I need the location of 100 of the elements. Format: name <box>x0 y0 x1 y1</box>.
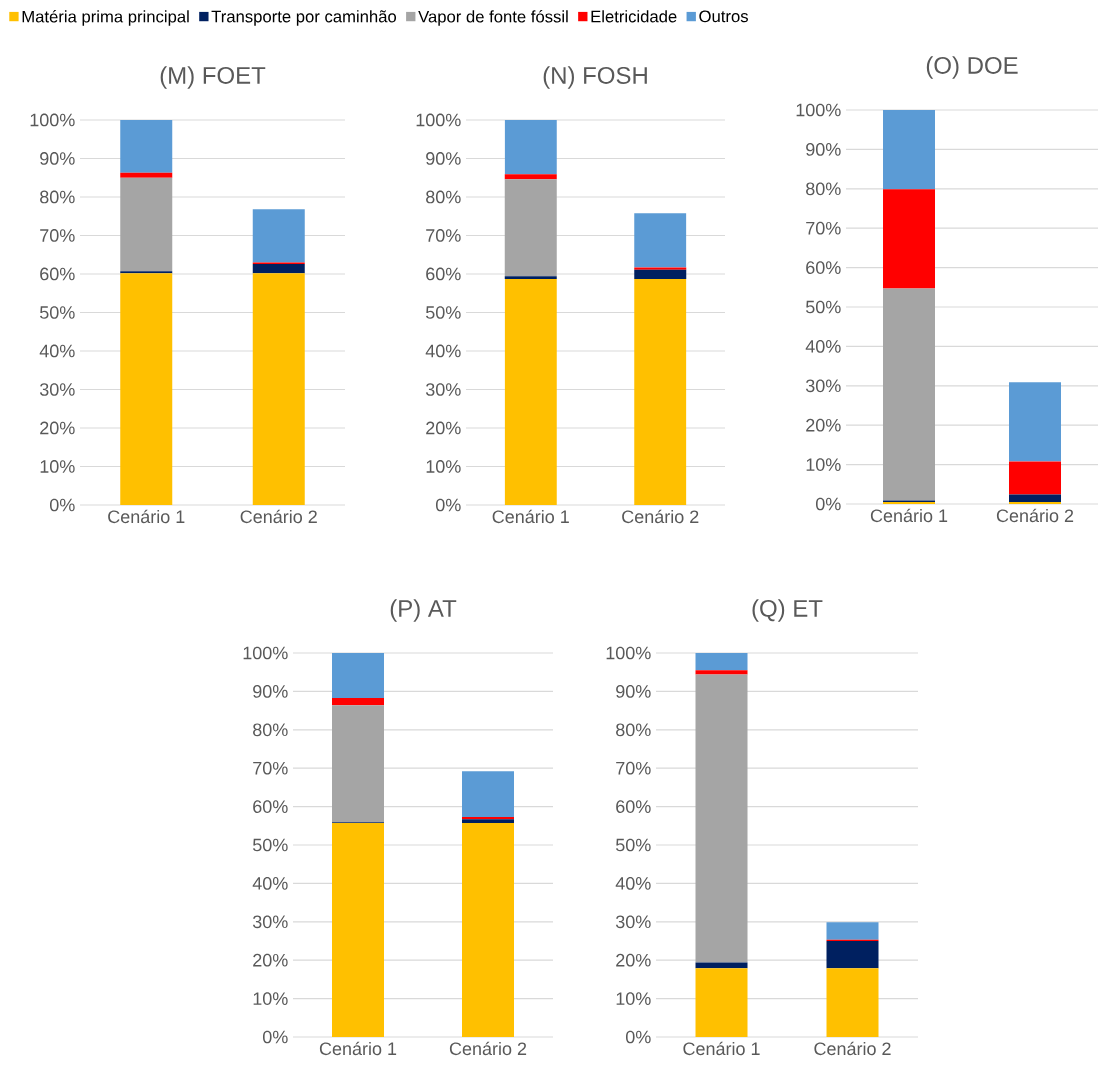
y-tick-label: 50% <box>805 300 841 314</box>
bar <box>883 110 936 190</box>
legend-label: Transporte por caminhão <box>211 10 397 26</box>
y-tick-label: 20% <box>40 421 75 435</box>
bar <box>883 189 936 289</box>
y-tick-label: 70% <box>40 229 75 242</box>
y-tick-label: 0% <box>435 498 461 512</box>
y-tick-label: 100% <box>606 646 651 660</box>
y-tick-label: 10% <box>253 992 288 1005</box>
y-tick-label: 100% <box>243 646 288 660</box>
bar <box>120 172 173 178</box>
bar <box>883 288 936 501</box>
legend-label: Outros <box>699 10 748 23</box>
bar <box>332 705 384 823</box>
bar <box>1009 461 1062 495</box>
x-tick-label: Cenário 1 <box>683 1041 760 1056</box>
y-tick-label: 90% <box>426 152 461 165</box>
bar <box>695 653 748 671</box>
bar <box>504 119 557 175</box>
x-tick-label: Cenário 1 <box>319 1041 397 1056</box>
y-tick-label: 40% <box>805 340 841 353</box>
bar <box>462 819 514 824</box>
y-tick-label: 20% <box>616 953 651 967</box>
bar <box>332 653 384 698</box>
bar <box>1009 494 1062 503</box>
y-tick-label: 40% <box>425 344 461 358</box>
y-tick-label: 0% <box>815 497 841 511</box>
y-tick-label: 60% <box>616 800 651 813</box>
chart-title: (M) FOET <box>160 66 266 89</box>
y-tick-label: 80% <box>806 182 841 196</box>
x-tick-label: Cenário 2 <box>240 509 317 524</box>
y-tick-label: 50% <box>252 838 288 852</box>
y-tick-label: 80% <box>616 723 651 737</box>
y-tick-label: 100% <box>416 113 461 127</box>
bar <box>504 179 557 277</box>
bar <box>634 213 687 268</box>
y-tick-label: 0% <box>49 498 75 512</box>
y-tick-label: 60% <box>253 800 288 813</box>
x-tick-label: Cenário 1 <box>492 509 569 524</box>
bar <box>695 968 748 1037</box>
y-tick-label: 50% <box>39 306 75 319</box>
y-tick-label: 20% <box>426 421 461 435</box>
y-tick-label: 30% <box>252 915 288 929</box>
y-tick-label: 90% <box>806 143 841 156</box>
y-tick-label: 10% <box>40 460 75 473</box>
x-tick-label: Cenário 2 <box>996 508 1074 523</box>
bar <box>634 269 687 279</box>
bar <box>462 823 514 1037</box>
y-tick-label: 80% <box>253 723 288 737</box>
y-tick-label: 60% <box>40 267 75 281</box>
y-tick-label: 90% <box>616 685 651 698</box>
x-tick-label: Cenário 1 <box>108 509 185 524</box>
bar <box>504 279 557 505</box>
y-tick-label: 40% <box>252 877 288 890</box>
bar <box>332 823 384 1037</box>
y-tick-label: 100% <box>796 103 841 117</box>
bar <box>504 276 557 279</box>
bar <box>120 177 173 272</box>
chart-title: (Q) ET <box>752 599 823 622</box>
y-tick-label: 50% <box>615 838 651 852</box>
bar <box>504 174 557 180</box>
y-tick-label: 100% <box>30 113 75 127</box>
y-tick-label: 20% <box>253 953 288 967</box>
y-tick-label: 30% <box>39 383 75 396</box>
bar <box>634 279 687 505</box>
x-tick-label: Cenário 1 <box>870 508 948 523</box>
y-tick-label: 40% <box>39 344 75 358</box>
bar <box>252 263 305 274</box>
y-tick-label: 0% <box>262 1030 288 1044</box>
chart-title: (P) AT <box>390 599 457 622</box>
bar <box>826 968 879 1037</box>
bar <box>826 922 879 940</box>
y-tick-label: 0% <box>625 1030 651 1044</box>
y-tick-label: 70% <box>616 761 651 775</box>
bar <box>695 674 748 963</box>
bar <box>252 209 305 263</box>
legend-label: Vapor de fonte fóssil <box>418 10 568 26</box>
y-tick-label: 80% <box>40 190 75 204</box>
chart-title: (N) FOSH <box>543 66 647 89</box>
bar <box>252 273 305 505</box>
y-tick-label: 50% <box>425 306 461 319</box>
bar <box>1009 382 1062 462</box>
y-tick-label: 70% <box>806 221 841 235</box>
bar <box>120 119 173 173</box>
y-tick-label: 70% <box>253 761 288 775</box>
y-tick-label: 90% <box>40 152 75 165</box>
bar <box>634 267 687 270</box>
y-tick-label: 60% <box>806 261 841 274</box>
bar <box>695 670 748 675</box>
y-tick-label: 70% <box>426 229 461 242</box>
bar <box>332 697 384 706</box>
y-tick-label: 10% <box>806 458 841 471</box>
x-tick-label: Cenário 2 <box>622 509 699 524</box>
bar <box>826 941 879 969</box>
y-tick-label: 60% <box>426 267 461 281</box>
bar <box>120 273 173 505</box>
x-tick-label: Cenário 2 <box>449 1041 527 1056</box>
y-tick-label: 80% <box>426 190 461 204</box>
bar <box>462 771 514 817</box>
y-tick-label: 90% <box>253 685 288 698</box>
